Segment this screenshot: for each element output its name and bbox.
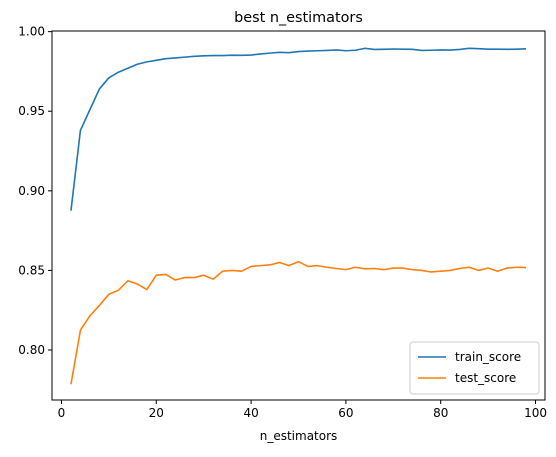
x-tick-label: 80 (433, 406, 448, 420)
legend-label: test_score (455, 371, 516, 385)
x-axis-label: n_estimators (260, 429, 338, 443)
y-tick-label: 1.00 (18, 25, 45, 39)
legend-box (409, 341, 540, 395)
x-tick-label: 60 (338, 406, 353, 420)
y-tick-label: 0.85 (18, 263, 45, 277)
y-tick-label: 0.90 (18, 184, 45, 198)
y-tick-label: 0.95 (18, 104, 45, 118)
x-tick-label: 20 (149, 406, 164, 420)
legend-label: train_score (455, 350, 521, 364)
x-tick-label: 40 (243, 406, 258, 420)
chart-title: best n_estimators (234, 10, 363, 26)
y-tick-label: 0.80 (18, 343, 45, 357)
x-tick-label: 100 (524, 406, 547, 420)
x-tick-label: 0 (58, 406, 66, 420)
series-layer (70, 47, 527, 385)
plot-area (51, 30, 546, 401)
x-axis: 0 20 40 60 80 100 (58, 400, 547, 420)
series-line-test-score (70, 260, 527, 385)
y-axis: 0.80 0.85 0.90 0.95 1.00 (18, 25, 52, 357)
legend: train_score test_score (409, 341, 540, 395)
series-line-train-score (70, 47, 527, 211)
